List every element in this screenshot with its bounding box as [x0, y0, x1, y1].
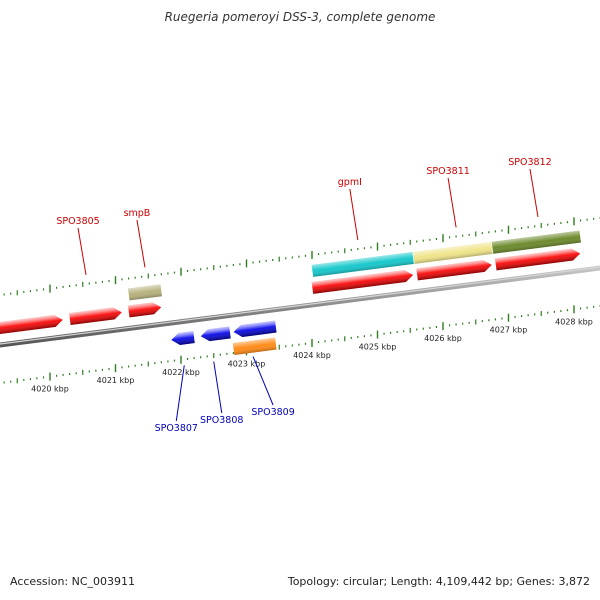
reverse-gene-arrow-sheen [200, 326, 231, 342]
forward-feature-box-sheen [413, 241, 493, 264]
forward-gene-arrow[interactable] [494, 248, 581, 271]
backbone-layer [0, 265, 600, 348]
reverse-gene-arrow[interactable] [233, 320, 277, 338]
reverse-gene-arrow-sheen [171, 331, 195, 345]
genome-summary-text: Topology: circular; Length: 4,109,442 bp… [287, 575, 590, 588]
forward-label-leader [136, 219, 146, 268]
forward-label-leader [447, 177, 457, 228]
reverse-label-leader [213, 361, 223, 414]
forward-feature-box[interactable] [311, 252, 414, 277]
forward-gene-label[interactable]: smpB [124, 208, 151, 219]
gene-layer [0, 248, 581, 346]
forward-label-leader [529, 168, 539, 218]
label-layer: 4020 kbp 4021 kbp 4022 kbp 4023 kbp 4024 kbp… [31, 157, 593, 434]
genome-backbone [0, 265, 600, 348]
lower-tick-row [3, 304, 600, 384]
reverse-gene-arrow[interactable] [200, 326, 231, 343]
reverse-label-leader [252, 356, 274, 406]
forward-gene-arrow[interactable] [0, 314, 64, 335]
kbp-tick-label: 4022 kbp [162, 368, 200, 377]
kbp-tick-label: 4025 kbp [359, 343, 397, 352]
reverse-gene-arrow-sheen [233, 320, 277, 337]
forward-gene-arrow-sheen [0, 315, 63, 335]
kbp-tick-label: 4028 kbp [555, 317, 593, 326]
forward-label-leader [349, 188, 359, 241]
forward-feature-box[interactable] [413, 241, 493, 264]
accession-text: Accession: NC_003911 [10, 575, 136, 588]
upper-tick-row [3, 216, 600, 296]
forward-gene-arrow-sheen [416, 259, 492, 281]
forward-gene-label[interactable]: SPO3805 [56, 216, 99, 227]
forward-gene-label[interactable]: SPO3812 [508, 157, 551, 168]
kbp-tick-label: 4027 kbp [490, 326, 528, 335]
reverse-feature-box-sheen [232, 337, 277, 355]
reverse-gene-label[interactable]: SPO3807 [155, 423, 198, 434]
kbp-tick-label: 4021 kbp [97, 376, 135, 385]
forward-feature-box[interactable] [127, 284, 162, 301]
forward-label-leader [77, 227, 87, 276]
forward-gene-label[interactable]: SPO3811 [426, 166, 469, 177]
forward-gene-arrow-sheen [69, 307, 122, 325]
forward-gene-arrow[interactable] [127, 301, 162, 318]
reverse-label-leader [175, 365, 185, 422]
forward-gene-arrow[interactable] [311, 269, 414, 294]
reverse-gene-label[interactable]: SPO3809 [251, 407, 294, 418]
reverse-gene-arrow[interactable] [171, 331, 195, 346]
reverse-gene-label[interactable]: SPO3808 [200, 415, 243, 426]
forward-feature-box-sheen [127, 284, 162, 301]
forward-gene-arrow-sheen [311, 270, 414, 294]
kbp-tick-label: 4020 kbp [31, 385, 69, 394]
kbp-tick-label: 4024 kbp [293, 351, 331, 360]
kbp-tick-label: 4026 kbp [424, 334, 462, 343]
forward-gene-arrow-sheen [494, 248, 581, 271]
forward-gene-arrow[interactable] [69, 306, 123, 325]
kbp-tick-label: 4023 kbp [228, 359, 266, 368]
forward-feature-box-sheen [491, 230, 581, 254]
tick-layer [3, 216, 600, 384]
forward-feature-box-sheen [311, 252, 414, 277]
reverse-feature-box[interactable] [232, 337, 277, 355]
forward-gene-arrow-sheen [127, 302, 162, 318]
feature-box-layer [127, 230, 581, 355]
genome-backbone-highlight [0, 266, 600, 345]
genome-title: Ruegeria pomeroyi DSS-3, complete genome [164, 10, 436, 24]
forward-feature-box[interactable] [491, 230, 581, 254]
forward-gene-label[interactable]: gpmI [338, 177, 362, 188]
forward-gene-arrow[interactable] [416, 259, 492, 281]
